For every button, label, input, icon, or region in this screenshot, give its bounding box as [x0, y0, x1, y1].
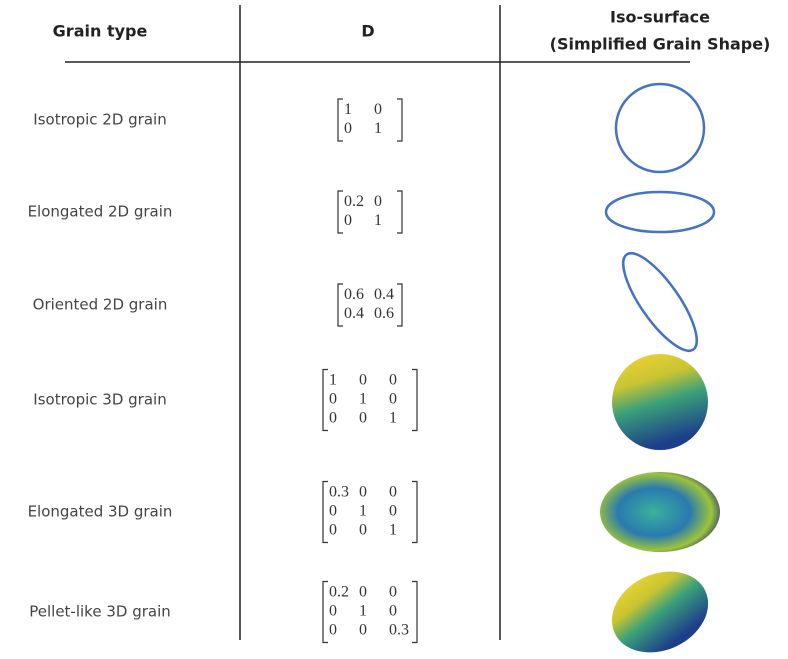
matrix-entry: 0: [359, 584, 367, 601]
bracket: [337, 283, 343, 327]
bracket: [397, 98, 403, 142]
ellipsoid-shape: [611, 571, 709, 653]
grain-type: Isotropic 2D grain: [33, 111, 166, 129]
circle-shape: [614, 82, 706, 174]
matrix-entry: 0.6: [344, 286, 364, 303]
matrix-entry: 1: [359, 503, 367, 520]
matrix-entry: 0: [374, 193, 382, 210]
matrix-entry: 0: [329, 410, 337, 427]
ellipse-shape: [604, 190, 716, 234]
header-cell: Grain type: [53, 22, 148, 41]
bracket: [322, 368, 328, 432]
grain-type: Isotropic 3D grain: [33, 391, 166, 409]
matrix-entry: 0: [389, 503, 397, 520]
matrix-entry: 0.6: [374, 305, 394, 322]
shapes-2d: [604, 82, 716, 352]
matrix-entry: 0: [359, 372, 367, 389]
matrix-entry: 0.3: [389, 622, 409, 639]
bracket: [412, 480, 418, 544]
header-cell: D: [361, 22, 374, 41]
matrix-entry: 1: [374, 120, 382, 137]
matrix-entry: 0.4: [344, 305, 364, 322]
matrix-entry: 0: [389, 484, 397, 501]
matrix-entry: 0: [389, 603, 397, 620]
matrix-entry: 1: [374, 212, 382, 229]
matrix-entry: 0: [389, 584, 397, 601]
matrix-entry: 0: [374, 101, 382, 118]
ellipse-shape: [622, 252, 698, 352]
matrix-entry: 0: [359, 522, 367, 539]
matrix-entry: 0: [344, 212, 352, 229]
matrix-entry: 0.4: [374, 286, 394, 303]
matrix-entry: 0.3: [329, 484, 349, 501]
matrix-entry: 0: [329, 503, 337, 520]
bracket: [322, 480, 328, 544]
bracket: [337, 190, 343, 234]
matrix-entry: 0: [359, 484, 367, 501]
grain-type: Oriented 2D grain: [33, 296, 168, 314]
matrix-entry: 0.2: [329, 584, 349, 601]
header-cell: (Simplified Grain Shape): [550, 35, 771, 54]
bracket: [397, 283, 403, 327]
matrix-entry: 0: [329, 522, 337, 539]
matrix-entry: 0: [344, 120, 352, 137]
bracket: [322, 580, 328, 644]
ellipsoid-shape: [600, 472, 720, 552]
matrix-entry: 1: [389, 522, 397, 539]
grain-type: Pellet-like 3D grain: [29, 603, 171, 621]
matrix-entry: 1: [344, 101, 352, 118]
matrix-entry: 0: [389, 391, 397, 408]
matrix-entry: 1: [329, 372, 337, 389]
matrix-entry: 0.2: [344, 193, 364, 210]
matrix-entry: 0: [329, 622, 337, 639]
matrix-entry: 0: [359, 622, 367, 639]
matrix-entry: 0: [329, 603, 337, 620]
bracket: [337, 98, 343, 142]
matrix-entry: 1: [389, 410, 397, 427]
matrix-entry: 1: [359, 391, 367, 408]
matrix-entry: 0: [359, 410, 367, 427]
grain-type: Elongated 3D grain: [28, 503, 173, 521]
matrix-entry: 0: [329, 391, 337, 408]
bracket: [397, 190, 403, 234]
bracket: [412, 368, 418, 432]
grain-type: Elongated 2D grain: [28, 203, 173, 221]
matrix-entry: 1: [359, 603, 367, 620]
matrix-entry: 0: [389, 372, 397, 389]
sphere-shape: [612, 354, 708, 450]
bracket: [412, 580, 418, 644]
header-cell: Iso-surface: [610, 8, 710, 27]
